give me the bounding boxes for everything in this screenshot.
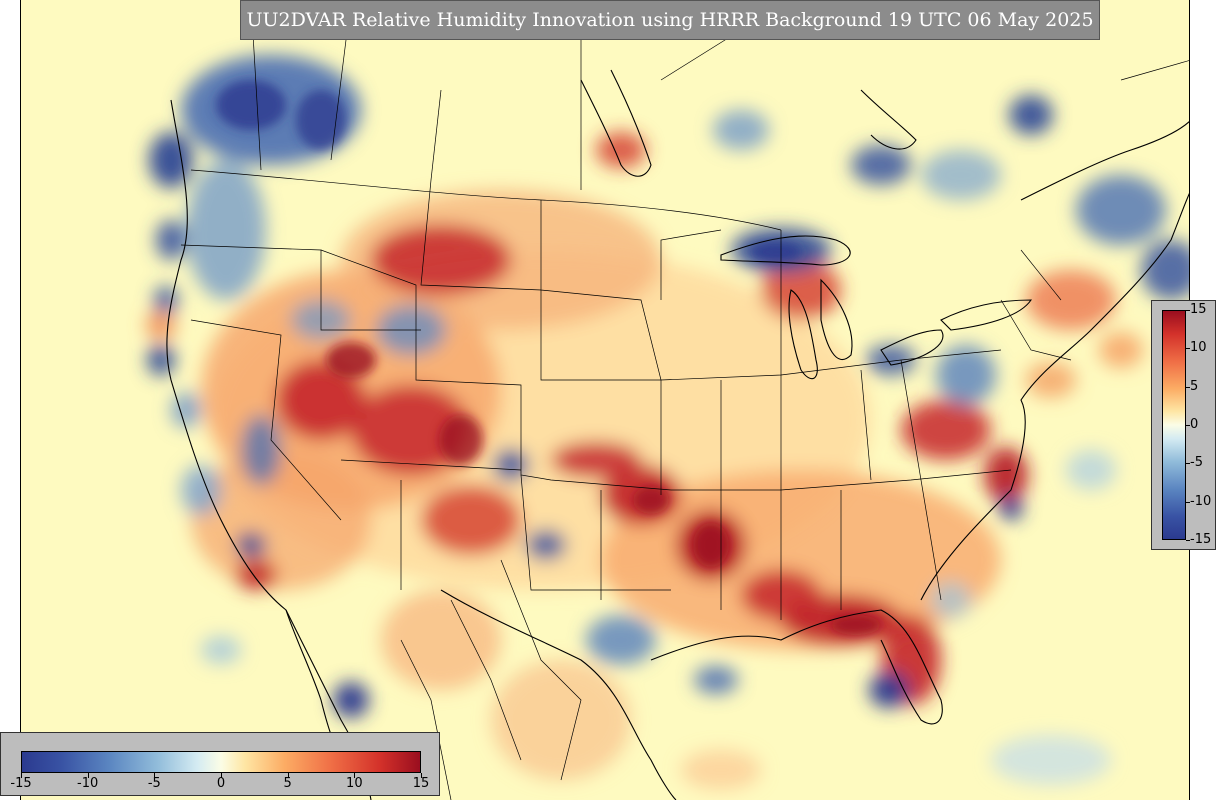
hcbar-tick-mark bbox=[421, 773, 422, 778]
vcbar-tick-label: -10 bbox=[1190, 493, 1212, 509]
horizontal-colorbar-ramp bbox=[21, 751, 421, 773]
vcbar-tick-mark bbox=[1186, 348, 1190, 350]
political-boundaries bbox=[180, 0, 1189, 800]
hcbar-tick-label: -10 bbox=[77, 776, 99, 791]
vcbar-tick-label: -15 bbox=[1190, 532, 1212, 547]
hcbar-tick-mark bbox=[21, 773, 22, 778]
hcbar-tick-label: 0 bbox=[216, 776, 226, 791]
vcbar-tick-label: -5 bbox=[1190, 455, 1203, 471]
vcbar-tick-mark bbox=[1186, 463, 1190, 465]
vcbar-tick-label: 5 bbox=[1190, 378, 1199, 394]
horizontal-colorbar: -15 -10 -5 0 5 10 15 bbox=[0, 732, 440, 796]
hcbar-tick-mark bbox=[221, 773, 222, 778]
map-canvas bbox=[21, 0, 1189, 800]
hcbar-tick-label: 10 bbox=[346, 776, 363, 791]
title-banner: UU2DVAR Relative Humidity Innovation usi… bbox=[240, 0, 1100, 40]
hcbar-tick-mark bbox=[287, 773, 289, 778]
vcbar-tick-mark bbox=[1186, 540, 1190, 541]
hcbar-tick-label: 5 bbox=[283, 776, 292, 791]
vcbar-tick-label: 0 bbox=[1190, 417, 1199, 432]
vcbar-tick-label: 10 bbox=[1190, 340, 1207, 356]
vcbar-tick-label: 15 bbox=[1190, 302, 1207, 317]
hcbar-tick-mark bbox=[154, 773, 156, 778]
vcbar-tick-mark bbox=[1186, 425, 1190, 426]
vertical-colorbar: -15 -10 -5 0 5 10 15 bbox=[1151, 300, 1216, 550]
vcbar-tick-mark bbox=[1186, 501, 1190, 503]
vertical-colorbar-ramp bbox=[1162, 310, 1186, 540]
page-title: UU2DVAR Relative Humidity Innovation usi… bbox=[246, 9, 1094, 31]
hcbar-tick-mark bbox=[87, 773, 89, 778]
hcbar-tick-mark bbox=[354, 773, 356, 778]
coastlines bbox=[166, 69, 1189, 800]
vcbar-tick-mark bbox=[1186, 386, 1190, 388]
map-panel bbox=[20, 0, 1190, 800]
hcbar-tick-label: -5 bbox=[147, 776, 161, 791]
hcbar-tick-label: -15 bbox=[10, 776, 32, 791]
innovation-field-detail bbox=[216, 80, 881, 635]
vcbar-tick-mark bbox=[1186, 310, 1190, 311]
hcbar-tick-label: 15 bbox=[412, 776, 430, 791]
